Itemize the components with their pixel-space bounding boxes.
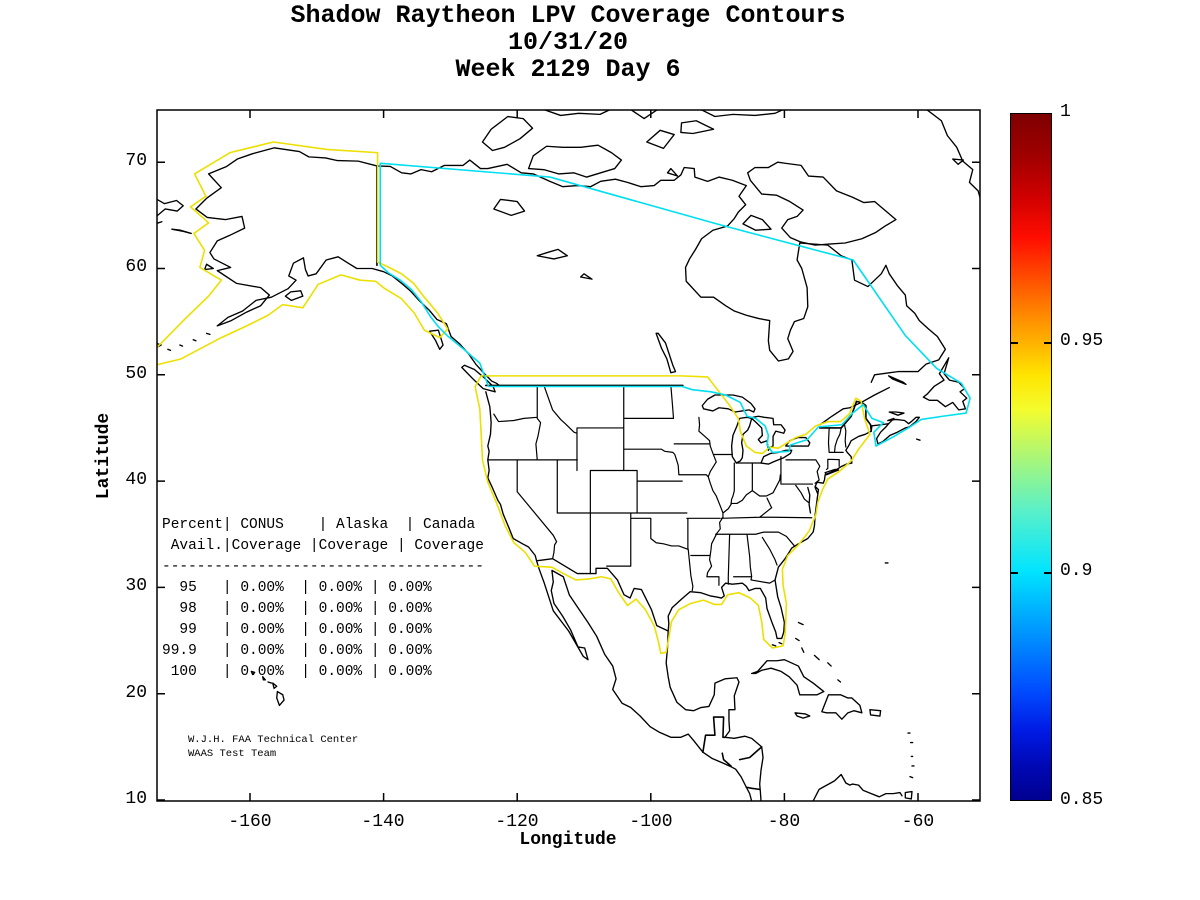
colorbar-label-09: 0.9 xyxy=(1060,561,1093,581)
colorbar-label-095: 0.95 xyxy=(1060,331,1104,351)
x-tick-m100: -100 xyxy=(629,812,673,832)
x-tick-m120: -120 xyxy=(495,812,539,832)
atlantic-islands xyxy=(877,358,967,563)
colorbar-tick-090-right xyxy=(1044,572,1051,574)
colorbar-label-085: 0.85 xyxy=(1060,790,1104,810)
canadian-lakes xyxy=(494,199,676,372)
coverage-table: Percent| CONUS | Alaska | Canada Avail.|… xyxy=(162,517,484,680)
figure-subtitle-date: 10/31/20 xyxy=(507,28,629,57)
pacific-islands xyxy=(155,198,495,705)
y-axis-label: Latitude xyxy=(94,412,114,500)
y-tick-70: 70 xyxy=(125,151,147,171)
x-tick-m60: -60 xyxy=(901,812,935,832)
attribution: W.J.H. FAA Technical Center WAAS Test Te… xyxy=(188,733,358,761)
colorbar-label-1: 1 xyxy=(1060,102,1071,122)
colorbar-tick-090-left xyxy=(1011,572,1018,574)
contour-yellow-095 xyxy=(155,142,870,653)
colorbar xyxy=(1010,113,1052,801)
attribution-line2: WAAS Test Team xyxy=(188,748,277,760)
map-layers xyxy=(155,110,983,801)
y-tick-60: 60 xyxy=(125,257,147,277)
x-axis-label: Longitude xyxy=(519,830,617,850)
x-tick-m80: -80 xyxy=(767,812,801,832)
x-tick-m140: -140 xyxy=(361,812,405,832)
caribbean-islands xyxy=(752,622,914,801)
great-lakes xyxy=(702,395,810,464)
coastline-conus-mexico xyxy=(486,392,894,801)
attribution-line1: W.J.H. FAA Technical Center xyxy=(188,734,359,746)
colorbar-tick-095-right xyxy=(1044,342,1051,344)
axis-ticks xyxy=(157,110,980,801)
y-tick-50: 50 xyxy=(125,364,147,384)
figure-title: Shadow Raytheon LPV Coverage Contours xyxy=(290,1,846,30)
y-tick-20: 20 xyxy=(125,683,147,703)
coastline-alaska-bc xyxy=(196,148,499,386)
contour-cyan-090 xyxy=(380,163,970,452)
x-tick-m160: -160 xyxy=(228,812,272,832)
arctic-islands xyxy=(482,110,983,246)
state-borders xyxy=(488,385,846,590)
coastline-arctic-hudson-labrador xyxy=(377,160,945,425)
colorbar-tick-095-left xyxy=(1011,342,1018,344)
y-tick-30: 30 xyxy=(125,576,147,596)
y-tick-40: 40 xyxy=(125,470,147,490)
y-tick-10: 10 xyxy=(125,789,147,809)
figure-subtitle-week: Week 2129 Day 6 xyxy=(455,55,681,84)
axes-box xyxy=(156,109,981,802)
